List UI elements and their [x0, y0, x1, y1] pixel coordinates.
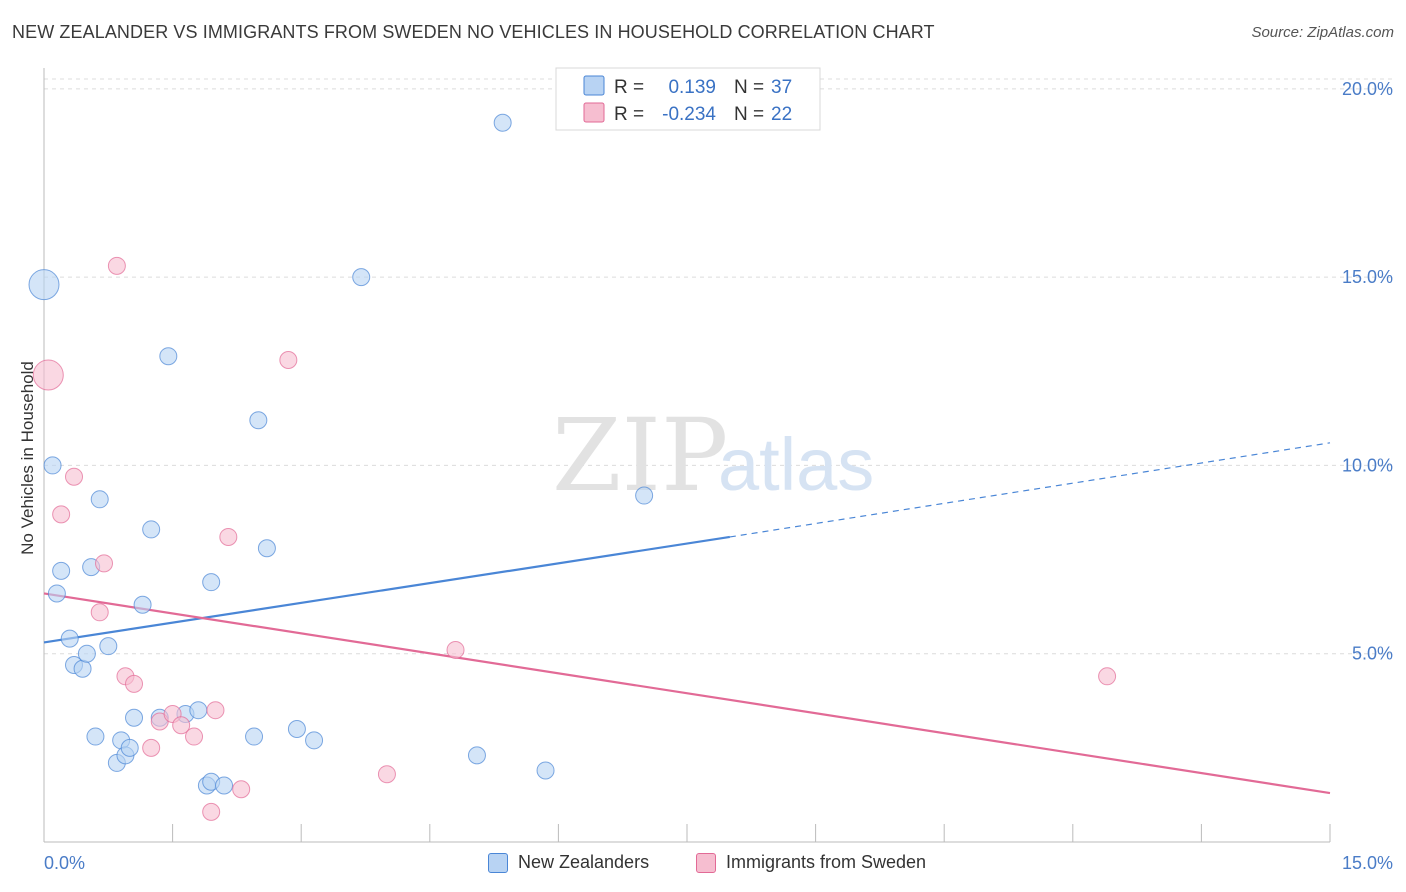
point-immigrants-sweden [279, 350, 298, 369]
point-new-zealanders [635, 486, 654, 505]
stats-legend: R = 0.139 N = 37 R = -0.234 N = 22 [555, 67, 821, 131]
data-points [28, 113, 1117, 821]
point-new-zealanders [467, 746, 486, 765]
axes [43, 68, 1331, 843]
point-new-zealanders [159, 347, 178, 366]
point-new-zealanders [257, 539, 276, 558]
point-immigrants-sweden [185, 727, 204, 746]
trend-line-immigrants-sweden [43, 592, 1331, 795]
x-tick-label-min: 0.0% [44, 853, 85, 873]
legend-label: New Zealanders [518, 852, 650, 872]
point-new-zealanders [245, 727, 264, 746]
point-new-zealanders [215, 776, 234, 795]
point-new-zealanders [536, 761, 555, 780]
point-new-zealanders [120, 738, 139, 757]
point-immigrants-sweden [90, 603, 109, 622]
legend-n-value: 37 [771, 77, 792, 98]
y-tick-label: 10.0% [1342, 455, 1393, 475]
point-new-zealanders [493, 113, 512, 132]
legend-r-label: R = [614, 77, 644, 98]
watermark-atlas: atlas [718, 423, 874, 506]
legend-n-value: 22 [771, 104, 792, 125]
source-label: Source: ZipAtlas.com [1251, 24, 1394, 41]
y-tick-label: 20.0% [1342, 79, 1393, 99]
point-new-zealanders [202, 573, 221, 592]
point-immigrants-sweden [219, 527, 238, 546]
legend-n-label: N = [734, 77, 764, 98]
point-new-zealanders [47, 584, 66, 603]
point-immigrants-sweden [1098, 667, 1117, 686]
legend-swatch-new-zealanders [583, 75, 605, 96]
legend-swatch-immigrants-sweden [696, 852, 716, 873]
point-immigrants-sweden [172, 716, 191, 735]
trend-line-new-zealanders [43, 535, 731, 644]
point-new-zealanders [352, 268, 371, 287]
point-new-zealanders [90, 490, 109, 509]
point-immigrants-sweden [52, 505, 71, 524]
point-new-zealanders [287, 720, 306, 739]
point-new-zealanders [125, 708, 144, 727]
legend-label: Immigrants from Sweden [726, 852, 927, 872]
point-immigrants-sweden [95, 554, 114, 573]
point-new-zealanders [142, 520, 161, 539]
legend-n-label: N = [734, 104, 764, 125]
point-immigrants-sweden [107, 256, 126, 275]
point-new-zealanders [60, 629, 79, 648]
point-immigrants-sweden [32, 359, 64, 391]
point-new-zealanders [77, 644, 96, 663]
chart-title: NEW ZEALANDER VS IMMIGRANTS FROM SWEDEN … [12, 22, 935, 42]
legend-swatch-new-zealanders [488, 852, 508, 873]
point-new-zealanders [43, 456, 62, 475]
bottom-legend-immigrants-sweden: Immigrants from Sweden [696, 852, 926, 873]
point-immigrants-sweden [206, 701, 225, 720]
point-immigrants-sweden [65, 467, 84, 486]
point-new-zealanders [86, 727, 105, 746]
legend-r-label: R = [614, 104, 644, 125]
point-immigrants-sweden [377, 765, 396, 784]
legend-swatch-immigrants-sweden [583, 102, 605, 123]
bottom-legend-new-zealanders: New Zealanders [488, 852, 649, 873]
point-new-zealanders [189, 701, 208, 720]
trend-lines [43, 442, 1331, 795]
point-immigrants-sweden [232, 780, 251, 799]
point-new-zealanders [305, 731, 324, 750]
point-new-zealanders [133, 595, 152, 614]
point-new-zealanders [73, 659, 92, 678]
y-tick-labels: 5.0% 10.0% 15.0% 20.0% [1342, 79, 1393, 664]
point-immigrants-sweden [142, 738, 161, 757]
legend-r-value: -0.234 [662, 104, 716, 125]
y-tick-label: 15.0% [1342, 267, 1393, 287]
point-new-zealanders [99, 637, 118, 656]
point-immigrants-sweden [125, 674, 144, 693]
trend-line-new-zealanders-extension [729, 442, 1331, 538]
point-new-zealanders [249, 411, 268, 430]
grid-lines [44, 78, 1394, 655]
point-immigrants-sweden [202, 802, 221, 821]
x-tick-label-max: 15.0% [1342, 853, 1393, 873]
point-immigrants-sweden [446, 640, 465, 659]
point-new-zealanders [52, 561, 71, 580]
point-new-zealanders [28, 269, 60, 301]
y-tick-label: 5.0% [1352, 644, 1393, 664]
legend-r-value: 0.139 [668, 77, 716, 98]
